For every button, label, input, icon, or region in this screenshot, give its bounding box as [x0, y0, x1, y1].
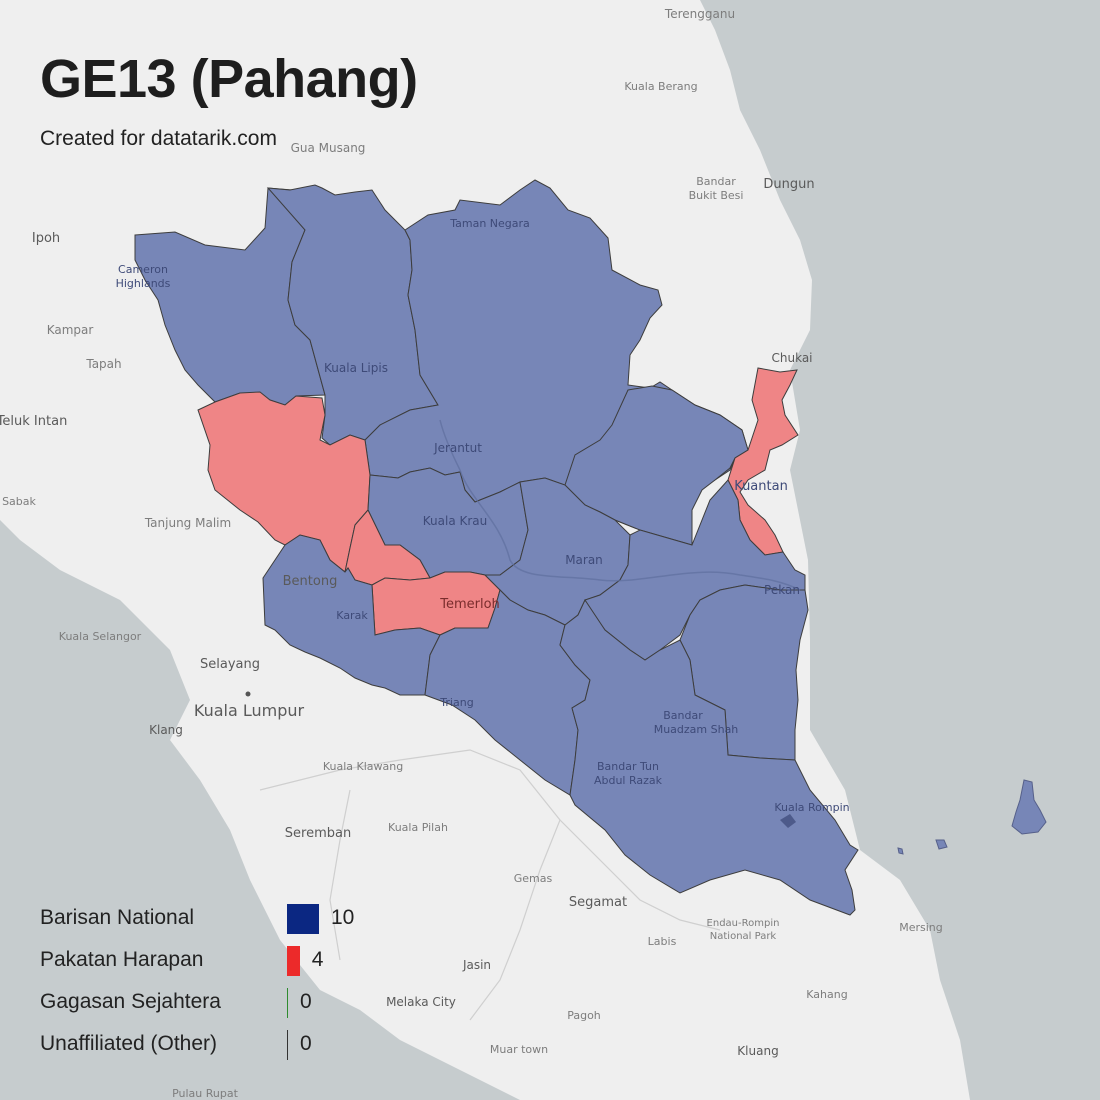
- label-dungun: Dungun: [763, 177, 814, 192]
- label-gemas: Gemas: [514, 872, 553, 885]
- legend-row-pakatan-harapan: Pakatan Harapan 4: [40, 940, 400, 982]
- label-kuala-klawang: Kuala Klawang: [323, 760, 403, 773]
- legend-row-barisan-national: Barisan National 10: [40, 898, 400, 940]
- label-bandar-bukit-besi-2: Bukit Besi: [689, 189, 744, 202]
- label-endau-2: National Park: [710, 931, 777, 942]
- label-temerloh: Temerloh: [439, 597, 500, 612]
- label-tapah: Tapah: [85, 357, 121, 371]
- label-sabak: Sabak: [2, 495, 36, 508]
- label-labis: Labis: [648, 935, 677, 948]
- legend-label: Barisan National: [40, 906, 195, 929]
- legend-count: 0: [300, 1032, 312, 1055]
- label-muar: Muar town: [490, 1043, 548, 1056]
- tioman-island: [1011, 779, 1047, 835]
- label-mersing: Mersing: [899, 921, 943, 934]
- label-kuala-lipis: Kuala Lipis: [324, 361, 388, 375]
- legend-swatch-gs: [287, 988, 288, 1018]
- south-china-sea: [700, 0, 1100, 1100]
- label-pagoh: Pagoh: [567, 1009, 601, 1022]
- label-kampar: Kampar: [47, 323, 94, 337]
- legend-label: Unaffiliated (Other): [40, 1032, 218, 1055]
- water-body: [780, 814, 796, 828]
- legend-label: Gagasan Sejahtera: [40, 990, 221, 1013]
- label-kahang: Kahang: [806, 988, 847, 1001]
- legend-row-unaffiliated: Unaffiliated (Other) 0: [40, 1024, 400, 1066]
- label-cameron-2: Highlands: [116, 277, 171, 290]
- constituency-kuantan[interactable]: [727, 367, 799, 556]
- label-bandar-bukit-besi-1: Bandar: [696, 175, 736, 188]
- constituency-cameron-highlands[interactable]: [134, 187, 326, 406]
- legend-count: 0: [300, 990, 312, 1013]
- label-bandar-tun-1: Bandar Tun: [597, 760, 659, 773]
- legend-swatch-bn: [287, 904, 319, 934]
- label-kuala-pilah: Kuala Pilah: [388, 821, 448, 834]
- label-kuala-selangor: Kuala Selangor: [59, 630, 142, 643]
- rivers: [439, 419, 801, 591]
- map-subtitle: Created for datatarik.com: [40, 127, 277, 150]
- legend-row-gagasan-sejahtera: Gagasan Sejahtera 0: [40, 982, 400, 1024]
- label-melaka: Melaka City: [386, 995, 456, 1009]
- legend-count: 4: [311, 948, 324, 971]
- kuala-lumpur-dot: [245, 691, 251, 697]
- label-ipoh: Ipoh: [32, 231, 60, 246]
- label-kuala-berang: Kuala Berang: [624, 80, 697, 93]
- label-bandar-muadzam-1: Bandar: [663, 709, 703, 722]
- label-taman-negara: Taman Negara: [449, 217, 530, 230]
- constituency-indera-mahkota[interactable]: [564, 385, 749, 546]
- label-teluk-intan: Teluk Intan: [0, 414, 67, 429]
- label-triang: Triang: [439, 696, 473, 709]
- label-pulau-rupat: Pulau Rupat: [172, 1087, 239, 1100]
- islet-1: [935, 839, 948, 850]
- label-bandar-tun-2: Abdul Razak: [594, 774, 663, 787]
- label-kuala-rompin: Kuala Rompin: [774, 801, 849, 814]
- legend-count: 10: [331, 906, 355, 929]
- label-pekan: Pekan: [764, 583, 800, 597]
- label-karak: Karak: [336, 609, 368, 622]
- state-borders: [259, 749, 721, 1021]
- label-segamat: Segamat: [569, 895, 627, 910]
- label-klang: Klang: [149, 723, 183, 737]
- constituency-rompin[interactable]: [559, 598, 859, 916]
- label-kluang: Kluang: [737, 1044, 778, 1058]
- label-chukai: Chukai: [771, 351, 812, 365]
- label-gua-musang: Gua Musang: [291, 141, 366, 155]
- label-tanjung-malim: Tanjung Malim: [144, 516, 231, 530]
- seat-legend: Barisan National 10 Pakatan Harapan 4 Ga…: [40, 898, 400, 1066]
- label-kuantan: Kuantan: [734, 479, 788, 494]
- label-selayang: Selayang: [200, 657, 260, 672]
- label-jasin: Jasin: [462, 958, 491, 972]
- label-kuala-krau: Kuala Krau: [423, 514, 488, 528]
- map-title: GE13 (Pahang): [40, 49, 418, 109]
- label-jerantut: Jerantut: [433, 441, 482, 455]
- label-seremban: Seremban: [285, 826, 351, 841]
- label-kuala-lumpur: Kuala Lumpur: [194, 701, 305, 720]
- label-bentong: Bentong: [283, 574, 338, 589]
- strait-of-malacca: [0, 520, 520, 1100]
- legend-swatch-ph: [287, 946, 300, 976]
- islet-2: [897, 847, 904, 855]
- label-terengganu: Terengganu: [664, 7, 735, 21]
- label-cameron-1: Cameron: [118, 263, 168, 276]
- place-labels: Terengganu Kuala Berang Gua Musang Banda…: [0, 7, 943, 1100]
- label-endau-1: Endau-Rompin: [707, 918, 780, 929]
- legend-label: Pakatan Harapan: [40, 948, 204, 971]
- label-maran: Maran: [565, 553, 603, 567]
- label-bandar-muadzam-2: Muadzam Shah: [654, 723, 739, 736]
- constituency-layer: [134, 179, 859, 916]
- legend-swatch-other: [287, 1030, 288, 1060]
